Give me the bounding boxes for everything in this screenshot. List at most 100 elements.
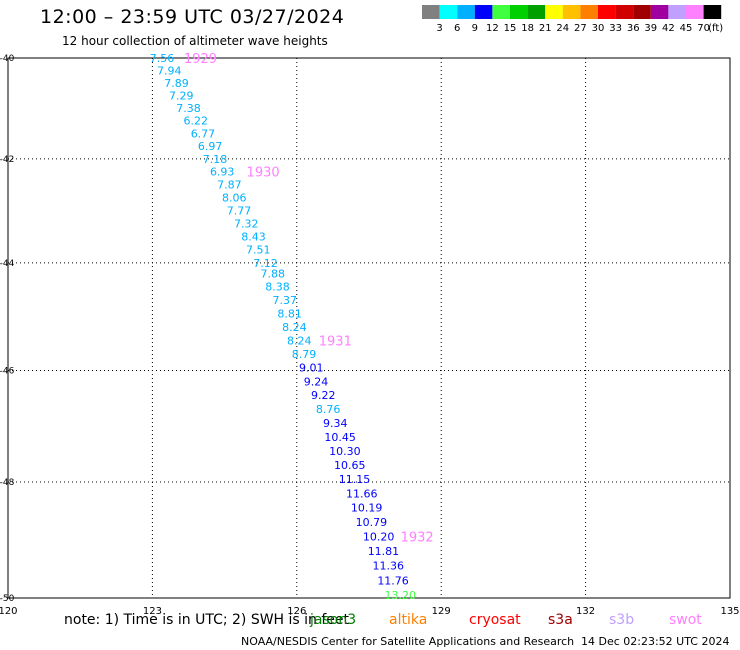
swh-value-label: 6.77 xyxy=(191,127,216,140)
latitude-label: -40 xyxy=(0,54,15,64)
swh-value-label: 10.45 xyxy=(324,431,356,444)
longitude-label: 135 xyxy=(720,606,739,617)
legend-swatch xyxy=(439,5,458,19)
swh-value-label: 6.93 xyxy=(210,166,235,179)
longitude-label: 123 xyxy=(143,606,162,617)
swh-value-label: 7.51 xyxy=(246,244,271,257)
swh-value-label: 8.79 xyxy=(292,348,317,361)
map-title: 12:00 – 23:59 UTC 03/27/2024 xyxy=(40,6,345,28)
latitude-label: -42 xyxy=(0,155,14,165)
legend-label: 12 xyxy=(486,23,499,34)
swh-value-label: 10.65 xyxy=(334,459,366,472)
legend-swatch xyxy=(615,5,634,19)
swh-value-label: 6.97 xyxy=(198,140,223,153)
legend-label: 27 xyxy=(574,23,587,34)
swh-value-label: 7.89 xyxy=(164,77,189,90)
swh-value-label: 7.18 xyxy=(203,153,228,166)
swh-value-label: 7.29 xyxy=(169,89,194,102)
legend-swatch xyxy=(598,5,616,19)
mission-s3b: s3b xyxy=(609,612,635,628)
swh-value-label: 7.88 xyxy=(260,267,285,280)
swh-value-label: 11.76 xyxy=(377,574,409,587)
legend-label: 30 xyxy=(592,23,605,34)
legend-swatch xyxy=(703,5,722,19)
swh-value-label: 11.36 xyxy=(373,560,405,573)
legend-swatch xyxy=(492,5,510,19)
legend-label: 42 xyxy=(662,23,675,34)
swh-value-label: 7.12 xyxy=(253,257,278,270)
swh-value-label: 13.20 xyxy=(385,589,417,602)
legend-label: 15 xyxy=(504,23,517,34)
mission-jason3: jason3 xyxy=(310,612,357,628)
legend-swatch xyxy=(527,5,546,19)
swh-value-label: 8.06 xyxy=(222,191,247,204)
generation-timestamp: 14 Dec 02:23:52 UTC 2024 xyxy=(581,635,730,648)
swh-value-label: 11.15 xyxy=(339,473,371,486)
legend-swatch xyxy=(650,5,669,19)
legend-swatch xyxy=(580,5,598,19)
swh-value-label: 11.66 xyxy=(346,487,378,500)
legend-swatch xyxy=(457,5,475,19)
swh-value-label: 7.56 xyxy=(150,52,175,65)
swh-value-label: 7.77 xyxy=(227,204,252,217)
swh-value-label: 8.43 xyxy=(241,231,266,244)
legend-swatch xyxy=(510,5,528,19)
mission-cryosat: cryosat xyxy=(469,612,521,628)
swh-value-label: 9.24 xyxy=(304,375,329,388)
swh-value-label: 8.81 xyxy=(277,307,302,320)
legend-label: 33 xyxy=(609,23,622,34)
legend-label: 18 xyxy=(521,23,534,34)
legend-label: 45 xyxy=(680,23,693,34)
legend-swatch xyxy=(562,5,581,19)
swh-value-label: 8.76 xyxy=(316,403,341,416)
swh-value-label: 10.19 xyxy=(351,502,383,515)
swh-value-label: 9.34 xyxy=(323,417,348,430)
swh-value-label: 7.32 xyxy=(234,217,259,230)
mission-s3a: s3a xyxy=(548,612,573,628)
legend-swatch xyxy=(633,5,651,19)
units-note: note: 1) Time is in UTC; 2) SWH is in fe… xyxy=(64,612,350,628)
swh-value-label: 10.79 xyxy=(356,516,388,529)
latitude-label: -46 xyxy=(0,366,15,376)
swh-value-label: 7.94 xyxy=(157,64,182,77)
legend-label: 3 xyxy=(436,23,442,34)
mission-altika: altika xyxy=(389,612,428,628)
legend-label: 24 xyxy=(556,23,569,34)
legend-swatch xyxy=(474,5,493,19)
legend-label: 70 xyxy=(697,23,710,34)
legend-label: 36 xyxy=(627,23,640,34)
longitude-label: 126 xyxy=(287,606,306,617)
swh-value-label: 9.01 xyxy=(299,362,324,375)
swh-value-label: 6.22 xyxy=(183,115,208,128)
swh-value-label: 7.38 xyxy=(176,102,201,115)
legend-label: 9 xyxy=(472,23,478,34)
swh-value-label: 10.20 xyxy=(363,531,395,544)
swh-value-label: 9.22 xyxy=(311,389,336,402)
swh-value-label: 7.87 xyxy=(217,179,242,192)
legend-swatch xyxy=(686,5,704,19)
legend-swatch xyxy=(422,5,440,19)
time-label: 1929 xyxy=(184,52,217,67)
longitude-label: 129 xyxy=(432,606,451,617)
swh-value-label: 11.81 xyxy=(368,545,400,558)
swh-value-label: 10.30 xyxy=(329,445,361,458)
longitude-label: 120 xyxy=(0,606,18,617)
wave-height-color-legend: 3 6 9 12 15 18 21 24 27 30 33 36 39 42 45 70(ft) xyxy=(422,5,723,34)
map-subtitle: 12 hour collection of altimeter wave hei… xyxy=(62,34,328,48)
latitude-label: -48 xyxy=(0,478,15,488)
legend-label: 6 xyxy=(454,23,460,34)
swh-value-label: 8.38 xyxy=(265,281,290,294)
map-frame xyxy=(7,57,731,599)
legend-label: 21 xyxy=(539,23,552,34)
longitude-label: 132 xyxy=(576,606,595,617)
mission-swot: swot xyxy=(669,612,702,628)
swh-value-label: 8.24 xyxy=(287,334,312,347)
legend-unit: (ft) xyxy=(708,23,723,34)
latitude-label: -44 xyxy=(0,259,15,269)
legend-swatch xyxy=(545,5,563,19)
swh-value-label: 7.37 xyxy=(273,294,298,307)
time-label: 1932 xyxy=(401,531,434,546)
swh-value-label: 8.24 xyxy=(282,321,307,334)
credit-line: NOAA/NESDIS Center for Satellite Applica… xyxy=(241,635,575,648)
